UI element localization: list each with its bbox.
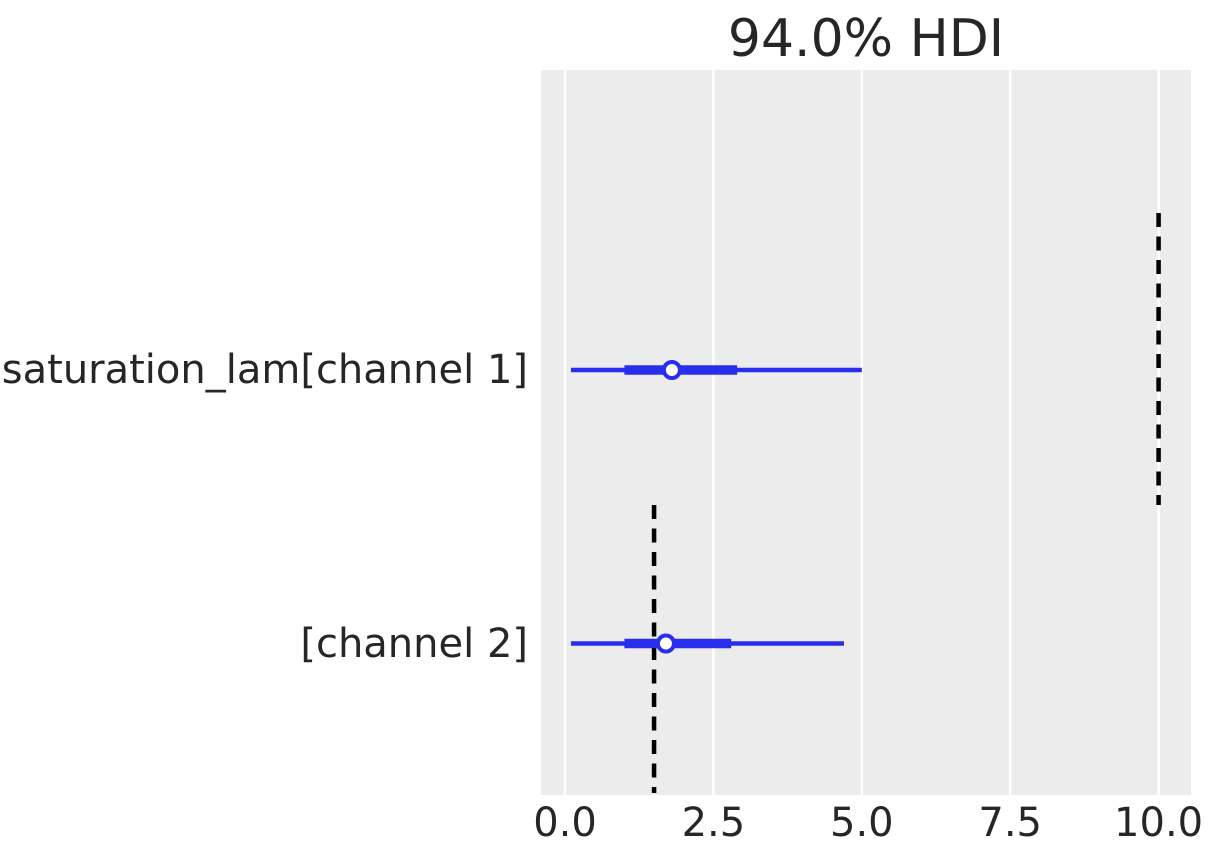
x-tick-label-7.5: 7.5 bbox=[978, 800, 1043, 846]
chart-title: 94.0% HDI bbox=[727, 9, 1005, 69]
x-tick-label-5.0: 5.0 bbox=[830, 800, 894, 846]
y-axis-label-channel-1: saturation_lam[channel 1] bbox=[1, 347, 528, 393]
median-marker-1 bbox=[661, 360, 682, 380]
x-tick-label-0.0: 0.0 bbox=[533, 800, 597, 846]
x-tick-label-10.0: 10.0 bbox=[1114, 800, 1204, 846]
plot-background bbox=[541, 70, 1191, 795]
median-marker-2 bbox=[655, 633, 676, 654]
y-axis-label-channel-2: [channel 2] bbox=[300, 621, 528, 667]
x-tick-label-2.5: 2.5 bbox=[681, 800, 746, 846]
